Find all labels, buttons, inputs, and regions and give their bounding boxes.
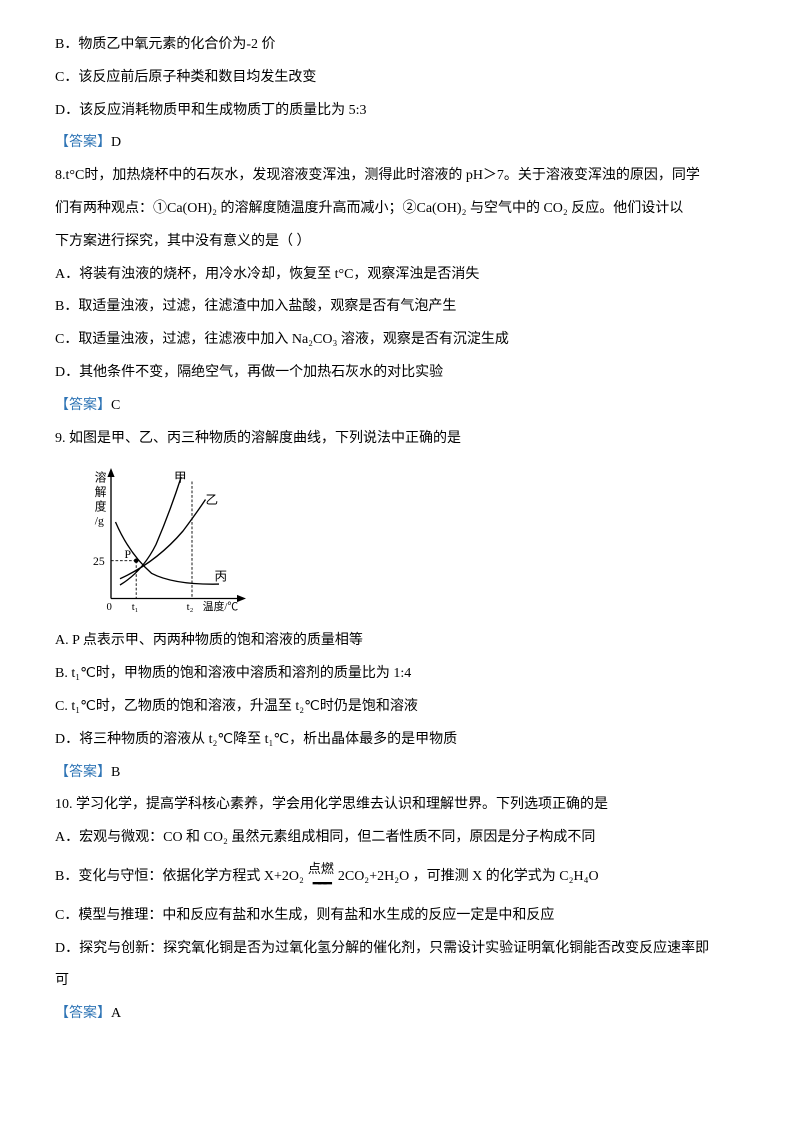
q10-stem: 10. 学习化学，提高学科核心素养，学会用化学思维去认识和理解世界。下列选项正确… [55, 790, 739, 821]
q7-answer: 【答案】D [55, 128, 739, 159]
svg-text:丙: 丙 [215, 570, 228, 584]
q9-text: 如图是甲、乙、丙三种物质的溶解度曲线，下列说法中正确的是 [69, 431, 461, 446]
q8-text1: t°C时，加热烧杯中的石灰水，发现溶液变浑浊，测得此时溶液的 pH＞7。关于溶液… [66, 168, 700, 183]
q8-answer: 【答案】C [55, 391, 739, 422]
q10-option-d-line1: D．探究与创新：探究氧化铜是否为过氧化氢分解的催化剂，只需设计实验证明氧化铜能否… [55, 934, 739, 965]
q10-optb-prefix: B．变化与守恒：依据化学方程式 X+2O₂ [55, 862, 304, 893]
svg-text:度: 度 [95, 500, 107, 514]
q8-stem-line2: 们有两种观点：①Ca(OH)₂ 的溶解度随温度升高而减小；②Ca(OH)₂ 与空… [55, 194, 739, 225]
q8-stem-line1: 8.t°C时，加热烧杯中的石灰水，发现溶液变浑浊，测得此时溶液的 pH＞7。关于… [55, 161, 739, 192]
q8-option-d: D．其他条件不变，隔绝空气，再做一个加热石灰水的对比实验 [55, 358, 739, 389]
answer-value: C [111, 398, 120, 413]
q9-option-d: D．将三种物质的溶液从 t₂℃降至 t₁℃，析出晶体最多的是甲物质 [55, 725, 739, 756]
reaction-arrow: 点燃 ━━━ [308, 862, 334, 892]
arrow-condition: 点燃 [308, 862, 334, 876]
q10-optb-suffix: 2CO₂+2H₂O ，可推测 X 的化学式为 C₂H₄O [338, 862, 599, 893]
answer-value: D [111, 135, 121, 150]
svg-text:P: P [125, 548, 132, 561]
q10-option-c: C．模型与推理：中和反应有盐和水生成，则有盐和水生成的反应一定是中和反应 [55, 901, 739, 932]
q10-text: 学习化学，提高学科核心素养，学会用化学思维去认识和理解世界。下列选项正确的是 [76, 797, 608, 812]
answer-label: 【答案】 [55, 765, 111, 780]
q7-option-d: D．该反应消耗物质甲和生成物质丁的质量比为 5:3 [55, 96, 739, 127]
q10-answer: 【答案】A [55, 999, 739, 1030]
svg-text:25: 25 [93, 556, 105, 569]
answer-label: 【答案】 [55, 1006, 111, 1021]
q9-answer: 【答案】B [55, 758, 739, 789]
solubility-chart: 溶 解 度 /g 25 甲 乙 丙 P 0 t₁ t₂ 温度/℃ [75, 460, 255, 620]
q10-option-d-line2: 可 [55, 966, 739, 997]
q8-option-c: C．取适量浊液，过滤，往滤液中加入 Na₂CO₃ 溶液，观察是否有沉淀生成 [55, 325, 739, 356]
q8-stem-line3: 下方案进行探究，其中没有意义的是（ ） [55, 227, 739, 258]
q8-option-b: B．取适量浊液，过滤，往滤渣中加入盐酸，观察是否有气泡产生 [55, 292, 739, 323]
q9-option-c: C. t₁℃时，乙物质的饱和溶液，升温至 t₂℃时仍是饱和溶液 [55, 692, 739, 723]
q9-stem: 9. 如图是甲、乙、丙三种物质的溶解度曲线，下列说法中正确的是 [55, 424, 739, 455]
q10-number: 10. [55, 797, 73, 812]
answer-value: B [111, 765, 120, 780]
q7-option-b: B．物质乙中氧元素的化合价为-2 价 [55, 30, 739, 61]
chart-svg: 溶 解 度 /g 25 甲 乙 丙 P 0 t₁ t₂ 温度/℃ [75, 460, 255, 620]
svg-text:乙: 乙 [206, 493, 219, 507]
q7-option-c: C．该反应前后原子种类和数目均发生改变 [55, 63, 739, 94]
arrow-line: ━━━ [313, 877, 329, 892]
q9-option-b: B. t₁℃时，甲物质的饱和溶液中溶质和溶剂的质量比为 1:4 [55, 659, 739, 690]
q8-option-a: A．将装有浊液的烧杯，用冷水冷却，恢复至 t°C，观察浑浊是否消失 [55, 260, 739, 291]
answer-label: 【答案】 [55, 135, 111, 150]
answer-value: A [111, 1006, 121, 1021]
svg-text:t₁: t₁ [132, 602, 139, 614]
q8-number: 8. [55, 168, 66, 183]
answer-label: 【答案】 [55, 398, 111, 413]
q10-option-a: A．宏观与微观：CO 和 CO₂ 虽然元素组成相同，但二者性质不同，原因是分子构… [55, 823, 739, 854]
svg-text:0: 0 [107, 602, 112, 614]
svg-text:甲: 甲 [174, 471, 187, 485]
svg-text:t₂: t₂ [187, 602, 194, 614]
svg-text:溶: 溶 [95, 471, 107, 485]
q9-number: 9. [55, 431, 66, 446]
svg-text:解: 解 [95, 485, 107, 499]
q9-option-a: A. P 点表示甲、丙两种物质的饱和溶液的质量相等 [55, 626, 739, 657]
svg-text:温度/℃: 温度/℃ [203, 601, 239, 614]
q10-option-b: B．变化与守恒：依据化学方程式 X+2O₂ 点燃 ━━━ 2CO₂+2H₂O ，… [55, 862, 739, 893]
svg-text:/g: /g [95, 515, 104, 528]
